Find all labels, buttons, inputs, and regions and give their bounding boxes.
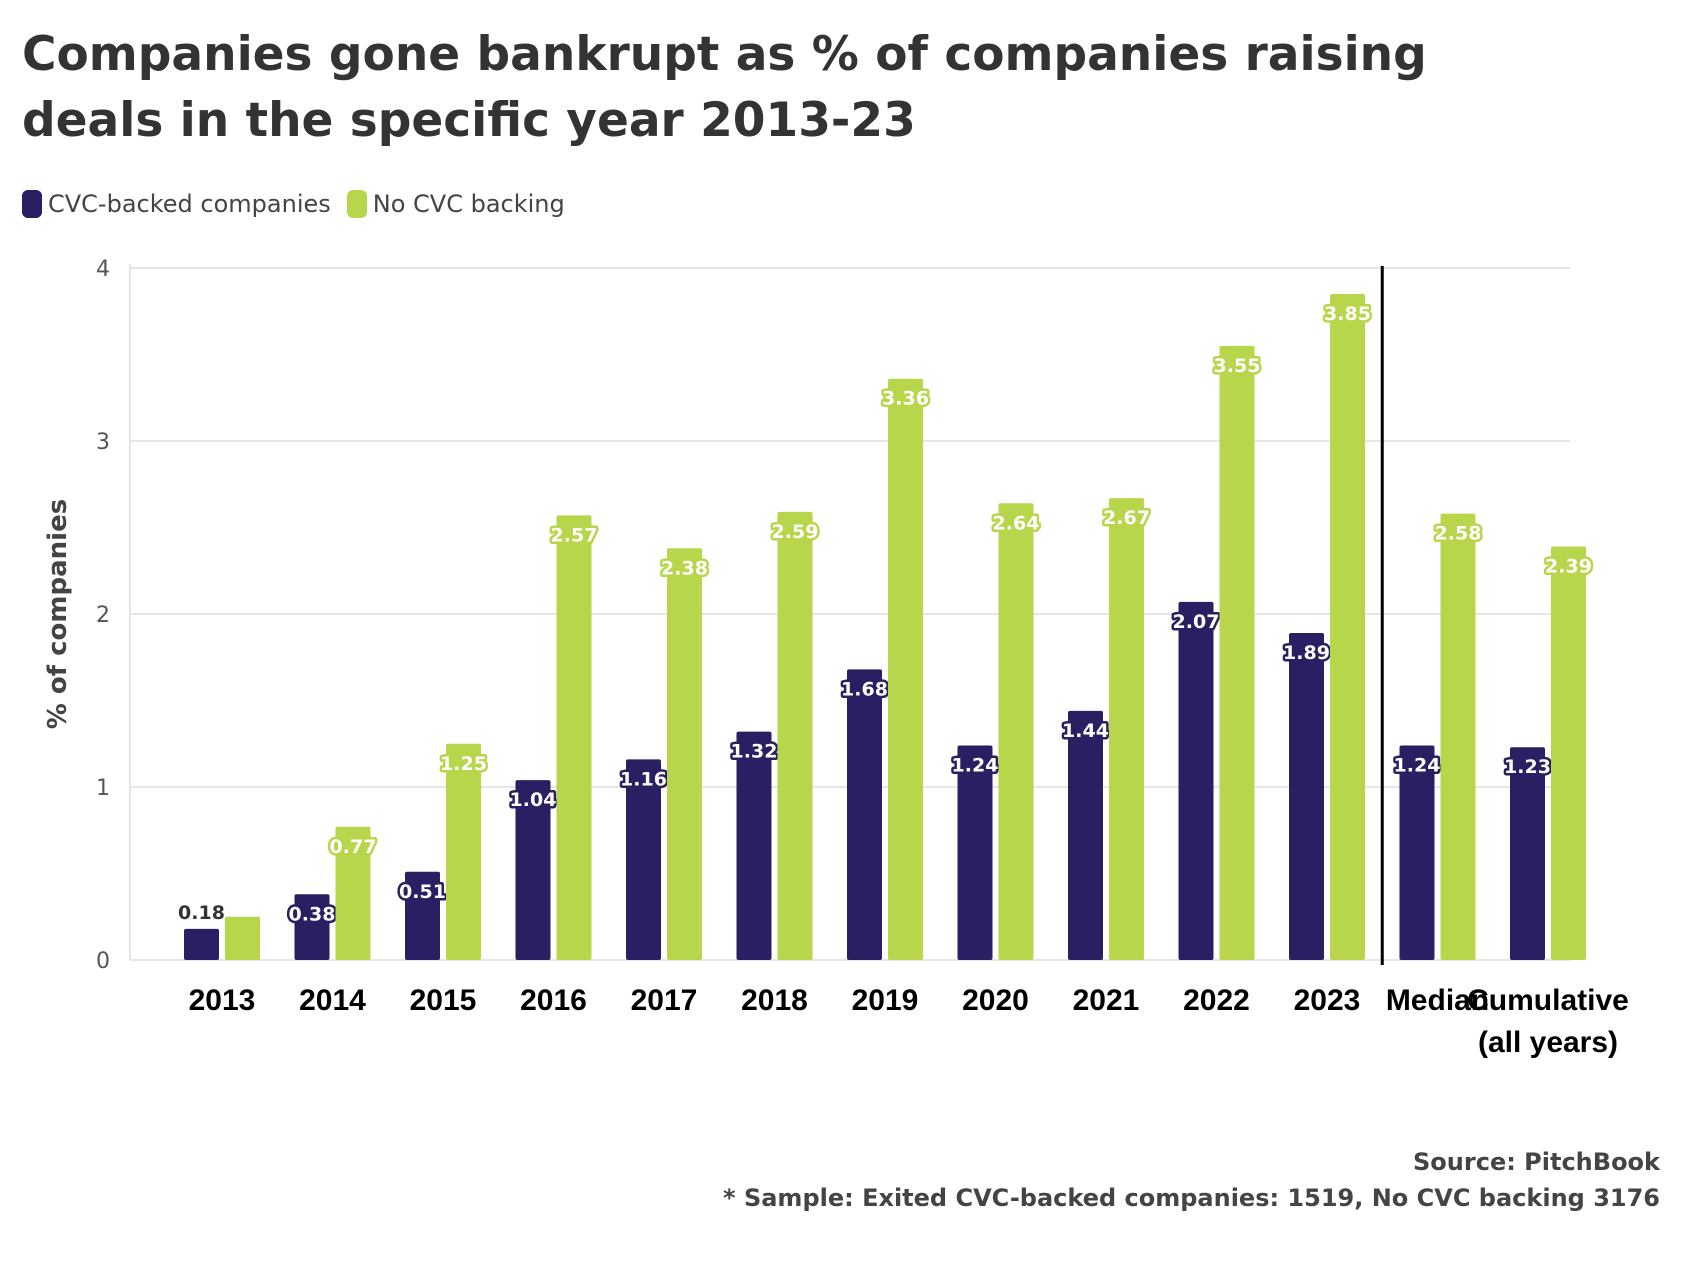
x-tick-label-line: 2014 xyxy=(299,984,366,1017)
x-tick-label: 2016 xyxy=(520,984,587,1017)
data-label: 1.44 xyxy=(1062,720,1109,742)
bar-cvc-7 xyxy=(957,745,993,960)
legend-swatch-no-cvc xyxy=(346,190,367,218)
data-label: 2.64 xyxy=(993,512,1040,534)
x-tick-label: Median xyxy=(1386,984,1489,1017)
x-tick-label: 2015 xyxy=(410,984,477,1017)
bar-no-cvc-6 xyxy=(888,378,923,961)
x-tick-label: 2017 xyxy=(631,984,698,1017)
x-tick-label-line: 2022 xyxy=(1183,984,1250,1017)
bar-no-cvc-0 xyxy=(225,916,260,960)
bar-no-cvc-1 xyxy=(335,826,371,960)
x-tick-label-line: 2023 xyxy=(1294,984,1361,1017)
x-tick-label-line: Cumulative xyxy=(1467,984,1629,1017)
bar-no-cvc-2 xyxy=(446,743,481,960)
bar-cvc-9 xyxy=(1178,601,1214,960)
legend: CVC-backed companies No CVC backing xyxy=(22,190,581,218)
data-label: 1.32 xyxy=(731,741,778,763)
x-tick-label: Cumulative (all years) xyxy=(1467,984,1629,1059)
x-tick-label: 2013 xyxy=(189,984,256,1017)
bar-no-cvc-12 xyxy=(1551,546,1586,960)
x-tick-label-line: 2020 xyxy=(962,984,1029,1017)
x-tick-label-line: 2017 xyxy=(631,984,698,1017)
bar-no-cvc-11 xyxy=(1440,513,1476,960)
bar-cvc-10 xyxy=(1289,633,1324,960)
x-tick-label-line: 2015 xyxy=(410,984,477,1017)
x-tick-label-line: 2021 xyxy=(1073,984,1140,1017)
x-tick-label-line: 2018 xyxy=(741,984,808,1017)
x-tick-label: 2014 xyxy=(299,984,366,1017)
bar-no-cvc-9 xyxy=(1219,345,1255,961)
bar-cvc-2 xyxy=(405,871,440,960)
bar-cvc-0 xyxy=(184,928,219,960)
x-tick-label: 2019 xyxy=(852,984,919,1017)
data-label: 1.24 xyxy=(952,754,999,776)
y-tick-label: 0 xyxy=(96,949,110,974)
legend-item-no-cvc: No CVC backing xyxy=(346,190,565,218)
bar-cvc-12 xyxy=(1510,747,1545,960)
x-tick-label-line: 2013 xyxy=(189,984,256,1017)
bar-cvc-4 xyxy=(626,759,661,960)
chart-title: Companies gone bankrupt as % of companie… xyxy=(22,27,1427,148)
data-label: 2.39 xyxy=(1545,556,1592,578)
x-tick-label: 2018 xyxy=(741,984,808,1017)
x-tick-label-line: Median xyxy=(1386,984,1489,1017)
x-tick-label-line: 2019 xyxy=(852,984,919,1017)
x-tick-label: 2023 xyxy=(1294,984,1361,1017)
data-label: 2.59 xyxy=(772,521,819,543)
data-label: 1.25 xyxy=(440,753,487,775)
bar-no-cvc-10 xyxy=(1330,293,1365,960)
data-label: 3.55 xyxy=(1214,355,1261,377)
legend-label-no-cvc: No CVC backing xyxy=(372,190,565,218)
x-tick-label: 2022 xyxy=(1183,984,1250,1017)
bar-no-cvc-8 xyxy=(1109,498,1144,960)
data-label: 0.51 xyxy=(399,881,446,903)
bar-no-cvc-7 xyxy=(998,503,1034,960)
data-label: 1.04 xyxy=(510,789,557,811)
x-tick-label-line: (all years) xyxy=(1478,1026,1618,1059)
y-tick-label: 3 xyxy=(96,430,110,455)
data-label: 0.38 xyxy=(289,903,336,925)
sample-note: * Sample: Exited CVC-backed companies: 1… xyxy=(723,1184,1660,1212)
data-label: 3.85 xyxy=(1324,303,1371,325)
data-label: 1.89 xyxy=(1283,642,1330,664)
bar-no-cvc-4 xyxy=(667,548,702,960)
bar-cvc-6 xyxy=(847,669,882,960)
legend-swatch-cvc xyxy=(22,190,42,218)
y-tick-label: 4 xyxy=(96,257,110,282)
data-label: 2.57 xyxy=(551,524,598,546)
bar-cvc-3 xyxy=(515,780,551,960)
data-label: 2.07 xyxy=(1173,611,1220,633)
data-label: 2.58 xyxy=(1435,523,1482,545)
data-label: 1.23 xyxy=(1504,756,1551,778)
bar-no-cvc-5 xyxy=(777,511,813,960)
source-note: Source: PitchBook xyxy=(1413,1148,1660,1176)
bar-cvc-8 xyxy=(1068,710,1103,960)
bar-cvc-5 xyxy=(736,731,772,960)
x-tick-label: 2020 xyxy=(962,984,1029,1017)
data-label: 1.24 xyxy=(1394,754,1441,776)
data-label: 1.68 xyxy=(841,678,888,700)
data-label: 2.67 xyxy=(1103,507,1150,529)
legend-item-cvc: CVC-backed companies xyxy=(22,190,331,218)
data-label: 3.36 xyxy=(882,388,929,410)
bar-cvc-1 xyxy=(294,894,330,960)
bar-no-cvc-3 xyxy=(556,515,592,960)
y-axis-title: % of companies xyxy=(43,499,73,729)
legend-label-cvc: CVC-backed companies xyxy=(48,190,331,218)
x-tick-label-line: 2016 xyxy=(520,984,587,1017)
y-tick-label: 2 xyxy=(96,603,110,628)
x-tick-label: 2021 xyxy=(1073,984,1140,1017)
y-tick-label: 1 xyxy=(96,776,110,801)
bar-cvc-11 xyxy=(1399,745,1435,960)
data-label: 0.77 xyxy=(330,836,377,858)
data-label: 2.38 xyxy=(661,557,708,579)
data-label: 1.16 xyxy=(620,768,667,790)
data-label: 0.18 xyxy=(178,902,225,924)
